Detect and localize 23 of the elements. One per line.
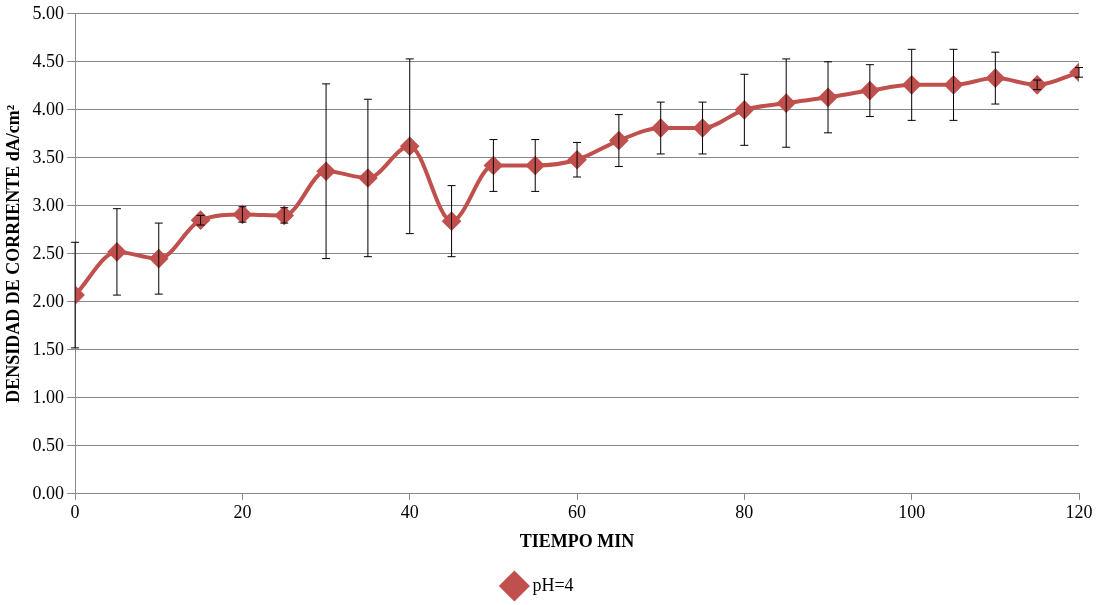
y-tick-label: 2.00 [32, 290, 65, 311]
y-tick-label: 4.00 [32, 98, 65, 119]
x-tick-label: 60 [568, 502, 587, 523]
y-tick-label: 5.00 [32, 2, 65, 23]
x-axis-title: TIEMPO MIN [519, 530, 635, 551]
x-tick-label: 20 [233, 502, 252, 523]
y-tick-label: 4.50 [32, 50, 65, 71]
x-tick-label: 100 [898, 502, 926, 523]
y-tick-label: 1.50 [32, 338, 65, 359]
y-tick-label: 1.00 [32, 386, 65, 407]
x-tick-label: 40 [400, 502, 419, 523]
x-tick-label: 120 [1065, 502, 1093, 523]
y-tick-label: 0.50 [32, 434, 65, 455]
legend-label: pH=4 [532, 574, 574, 595]
y-axis-title: DENSIDAD DE CORRIENTE dA/cm² [3, 104, 24, 403]
x-tick-label: 80 [735, 502, 754, 523]
point [1028, 75, 1047, 94]
y-tick-label: 3.50 [32, 146, 65, 167]
y-tick-label: 0.00 [32, 482, 65, 503]
point [191, 211, 210, 230]
x-tick-label: 0 [70, 502, 80, 523]
y-tick-label: 2.50 [32, 242, 65, 263]
y-tick-label: 3.00 [32, 194, 65, 215]
